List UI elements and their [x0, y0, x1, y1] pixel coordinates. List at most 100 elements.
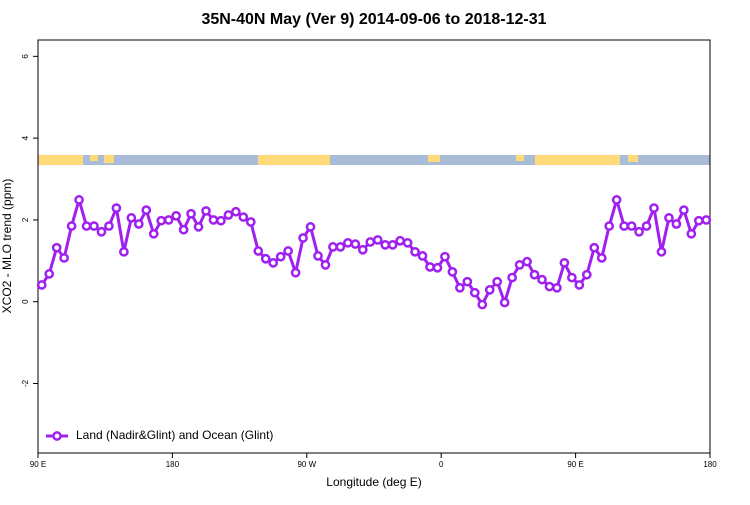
data-point: [410, 246, 420, 257]
data-point: [313, 251, 323, 261]
data-point: [447, 267, 458, 277]
y-tick-label: 4: [21, 135, 30, 140]
data-point: [641, 221, 652, 231]
data-point: [372, 235, 383, 245]
data-point: [537, 274, 547, 285]
y-axis-label: XCO2 - MLO trend (ppm): [0, 179, 14, 314]
data-point: [104, 221, 114, 231]
data-point: [260, 253, 271, 264]
data-point: [253, 246, 264, 256]
data-point: [507, 272, 517, 283]
data-point: [365, 237, 376, 247]
data-point: [238, 212, 249, 222]
data-point: [574, 280, 585, 290]
data-point: [148, 228, 159, 239]
data-point: [275, 251, 286, 262]
data-point: [156, 215, 167, 226]
data-point: [611, 195, 622, 205]
data-point: [596, 253, 607, 263]
data-point: [36, 280, 47, 290]
x-tick-label: 0: [439, 460, 444, 469]
data-point: [514, 260, 525, 270]
data-point: [163, 215, 174, 225]
data-point: [649, 203, 659, 213]
data-point: [298, 233, 308, 243]
data-point: [701, 215, 712, 225]
data-point: [186, 208, 196, 219]
data-point: [216, 215, 226, 226]
y-tick-label: 0: [21, 299, 30, 304]
series-line: [40, 194, 707, 308]
land-ocean-band: [38, 155, 710, 165]
data-point: [320, 260, 331, 270]
plot-frame: [37, 39, 711, 454]
data-point: [208, 215, 219, 225]
data-point: [201, 206, 211, 216]
data-point: [604, 221, 615, 231]
data-point: [111, 203, 122, 213]
y-tick-label: 6: [21, 54, 30, 59]
data-point: [96, 226, 107, 237]
x-tick-label: 180: [166, 460, 180, 469]
data-point: [81, 221, 92, 231]
data-point: [245, 217, 256, 227]
data-point: [499, 297, 510, 308]
data-point: [432, 262, 443, 273]
x-tick-label: 180: [703, 460, 717, 469]
data-point: [357, 244, 368, 255]
data-point: [305, 222, 316, 232]
data-point: [455, 282, 465, 293]
data-point: [522, 256, 532, 267]
data-point: [328, 242, 338, 252]
data-point: [529, 269, 540, 280]
x-axis-label: Longitude (deg E): [326, 475, 421, 489]
data-point: [559, 258, 570, 268]
data-point: [671, 219, 682, 229]
data-point: [283, 246, 293, 256]
data-point: [544, 281, 555, 292]
data-point: [268, 258, 279, 268]
data-point: [686, 228, 697, 239]
data-point: [141, 205, 152, 215]
legend-label: Land (Nadir&Glint) and Ocean (Glint): [76, 428, 273, 442]
data-point: [425, 262, 435, 272]
data-point: [619, 221, 629, 231]
data-point: [581, 269, 592, 280]
y-tick-label: -2: [21, 379, 30, 387]
data-point: [335, 242, 346, 252]
data-point: [231, 206, 241, 217]
data-point: [223, 210, 234, 220]
data-point: [567, 272, 577, 283]
data-point: [395, 235, 405, 246]
data-point: [119, 246, 129, 257]
data-point: [492, 276, 503, 287]
data-point: [589, 242, 600, 253]
data-point: [74, 195, 84, 205]
data-point: [417, 251, 428, 261]
data-point: [402, 237, 413, 248]
data-point: [59, 253, 69, 263]
data-point: [44, 269, 55, 279]
data-point: [66, 221, 77, 231]
x-tick-label: 90 E: [567, 460, 583, 469]
x-tick-label: 90 E: [30, 460, 46, 469]
data-point: [626, 221, 637, 231]
data-point: [380, 240, 391, 250]
legend-marker: [52, 431, 62, 441]
data-point: [290, 267, 301, 278]
data-point: [178, 224, 189, 235]
x-tick-label: 90 W: [297, 460, 316, 469]
data-point: [89, 221, 99, 231]
data-point: [171, 210, 181, 221]
data-point: [440, 251, 450, 262]
data-point: [51, 242, 62, 253]
data-point: [552, 282, 562, 293]
data-point: [469, 287, 480, 298]
y-tick-label: 2: [21, 217, 30, 222]
data-point: [462, 276, 473, 287]
data-point: [634, 226, 644, 237]
chart-title: 35N-40N May (Ver 9) 2014-09-06 to 2018-1…: [201, 11, 546, 28]
data-point: [664, 213, 674, 223]
data-point: [477, 299, 488, 310]
